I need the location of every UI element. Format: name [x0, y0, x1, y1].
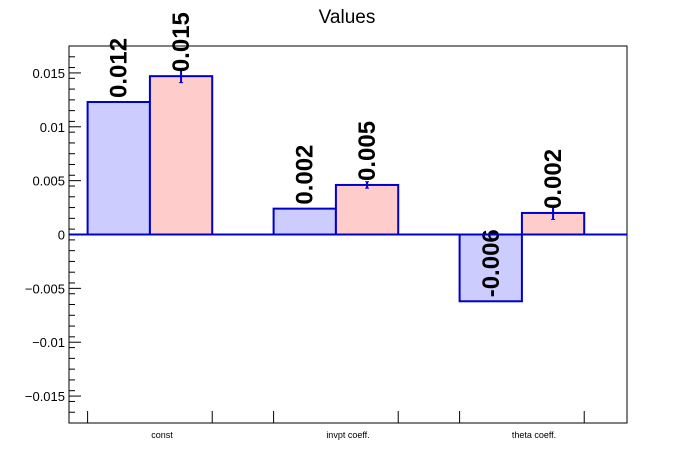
y-tick-label: −0.01: [32, 335, 65, 350]
y-tick-label: 0.005: [32, 174, 65, 189]
y-tick-label: 0.01: [40, 120, 65, 135]
y-tick-label: −0.005: [25, 281, 65, 296]
bar: [272, 207, 337, 236]
bar-value-label: 0.012: [106, 38, 133, 98]
bar: [458, 233, 523, 303]
bar: [148, 75, 214, 236]
bar-value-label: 0.015: [168, 12, 195, 72]
bar-value-label: 0.005: [354, 121, 381, 181]
y-tick-label: −0.015: [25, 389, 65, 404]
x-category-label: invpt coeff.: [326, 430, 369, 440]
bar-value-label: 0.002: [540, 149, 567, 209]
x-category-label: const: [151, 430, 173, 440]
y-tick-label: 0.015: [32, 66, 65, 81]
bar: [334, 183, 400, 236]
x-category-label: theta coeff.: [512, 430, 556, 440]
bar-value-label: 0.002: [292, 145, 319, 205]
y-tick-label: 0: [58, 228, 65, 243]
bar-value-label: -0.006: [478, 229, 505, 297]
chart-title: Values: [319, 7, 376, 28]
bar: [86, 101, 151, 236]
plot-area: −0.015 −0.01 −0.005 0 0.005 0.01 0.015 const inv…: [25, 12, 628, 440]
